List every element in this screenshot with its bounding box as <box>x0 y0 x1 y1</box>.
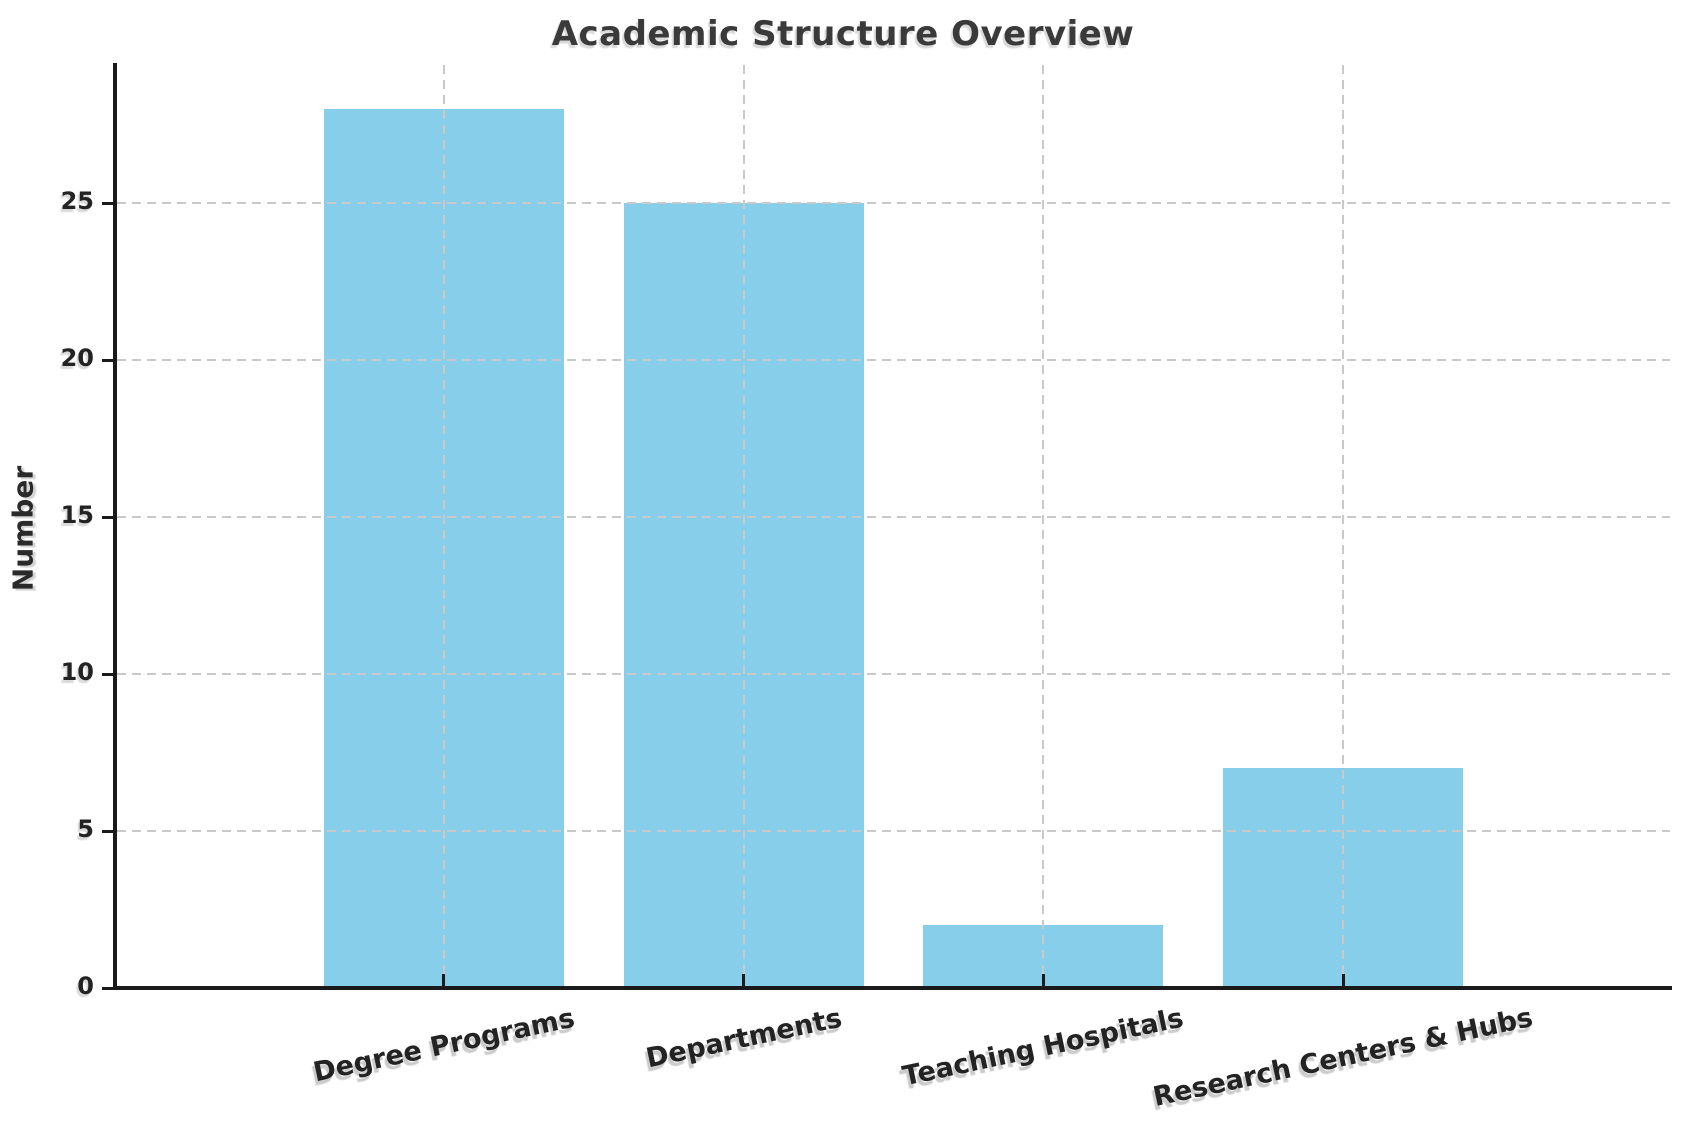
gridline-x-3 <box>1342 65 1345 988</box>
x-tick-label-text: Research Centers & Hubs <box>1150 1002 1536 1114</box>
x-tick-label-departments: Departments <box>643 1002 844 1074</box>
gridline-y-5 <box>117 830 1670 833</box>
x-tick-mark-3 <box>1341 974 1345 988</box>
y-tick-label-5: 5 <box>77 815 94 844</box>
y-tick-mark-5 <box>102 829 117 833</box>
y-tick-mark-0 <box>102 986 117 990</box>
gridline-x-2 <box>1042 65 1045 988</box>
x-axis-spine <box>113 986 1672 990</box>
y-tick-label-25: 25 <box>60 187 94 216</box>
y-tick-label-0: 0 <box>77 972 94 1000</box>
gridline-y-10 <box>117 673 1670 676</box>
x-tick-label-text: Teaching Hospitals <box>900 1002 1187 1093</box>
y-tick-label-15: 15 <box>60 501 94 530</box>
x-tick-label-text: Degree Programs <box>310 1002 578 1088</box>
gridline-y-25 <box>117 202 1670 205</box>
y-tick-label-20: 20 <box>60 344 94 373</box>
gridline-x-1 <box>742 65 745 988</box>
y-tick-label-10: 10 <box>60 658 94 687</box>
y-axis-spine <box>113 63 117 990</box>
y-tick-mark-25 <box>102 201 117 205</box>
x-tick-label-degree-programs: Degree Programs <box>310 1002 577 1088</box>
y-tick-mark-15 <box>102 515 117 519</box>
x-tick-label-text: Departments <box>642 1002 845 1075</box>
gridline-x-0 <box>442 65 445 988</box>
y-tick-mark-10 <box>102 672 117 676</box>
x-tick-mark-2 <box>1041 974 1045 988</box>
gridline-y-20 <box>117 359 1670 362</box>
y-tick-mark-20 <box>102 358 117 362</box>
chart-title: Academic Structure Overview <box>551 14 1135 54</box>
x-tick-mark-1 <box>742 974 746 988</box>
plot-area <box>117 65 1670 988</box>
x-tick-label-teaching-hospitals: Teaching Hospitals <box>900 1002 1186 1092</box>
x-tick-mark-0 <box>442 974 446 988</box>
gridline-y-15 <box>117 516 1670 519</box>
x-tick-label-research-centers-hubs: Research Centers & Hubs <box>1150 1002 1537 1113</box>
